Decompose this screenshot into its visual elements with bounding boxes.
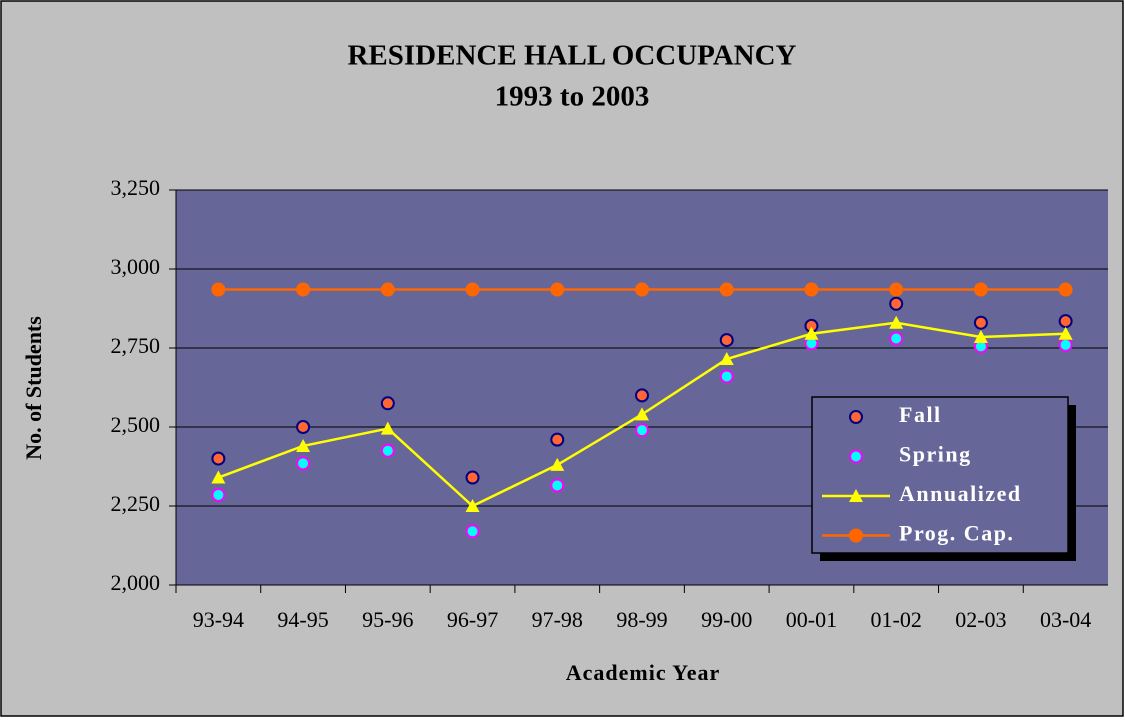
x-tick-label: 00-01 <box>786 607 837 632</box>
x-tick-label: 98-99 <box>616 607 667 632</box>
data-point <box>635 388 649 403</box>
data-point <box>465 499 480 512</box>
y-tick-label: 3,250 <box>111 175 161 200</box>
data-point <box>889 315 904 329</box>
data-point <box>889 331 904 346</box>
data-point <box>889 296 904 311</box>
x-tick-label: 93-94 <box>193 607 244 632</box>
data-point <box>296 420 311 434</box>
legend-label: Fall <box>899 402 942 427</box>
data-point <box>550 478 565 493</box>
data-point <box>719 352 734 366</box>
data-point <box>465 524 480 539</box>
data-point <box>296 438 311 452</box>
y-tick-label: 3,000 <box>111 254 161 279</box>
data-point <box>380 282 395 297</box>
x-tick-label: 02-03 <box>955 607 1006 632</box>
data-point <box>550 282 565 297</box>
data-point <box>550 457 565 471</box>
data-point <box>211 451 226 466</box>
data-point <box>635 423 649 438</box>
chart-title: RESIDENCE HALL OCCUPANCY <box>347 40 796 72</box>
data-point <box>211 470 226 484</box>
data-point <box>380 421 395 435</box>
data-point <box>1058 282 1073 297</box>
data-point <box>973 329 988 343</box>
data-point <box>465 470 480 485</box>
data-point <box>889 282 904 297</box>
data-point <box>1058 314 1073 329</box>
data-point <box>635 282 649 297</box>
data-point <box>804 326 819 340</box>
data-point <box>296 456 311 471</box>
data-point <box>973 282 988 297</box>
data-point <box>719 369 734 384</box>
legend-label: Prog. Cap. <box>899 521 1014 546</box>
data-point <box>550 432 565 447</box>
data-point <box>211 282 226 297</box>
x-tick-label: 99-00 <box>701 607 752 632</box>
x-tick-label: 01-02 <box>871 607 922 632</box>
legend-marker <box>849 489 863 502</box>
legend-label: Annualized <box>899 481 1022 506</box>
legend-marker <box>849 528 863 543</box>
x-tick-label: 03-04 <box>1040 607 1091 632</box>
data-point <box>296 282 311 297</box>
y-tick-label: 2,250 <box>111 491 161 516</box>
data-point <box>719 282 734 297</box>
data-point <box>380 396 395 411</box>
y-tick-label: 2,500 <box>111 412 161 437</box>
legend-marker <box>849 410 863 424</box>
data-point <box>973 315 988 330</box>
data-point <box>719 333 734 348</box>
data-point <box>211 487 226 502</box>
data-point <box>804 282 819 297</box>
y-axis-title: No. of Students <box>21 316 46 460</box>
data-point <box>1058 337 1073 352</box>
data-point <box>465 282 480 297</box>
x-tick-label: 96-97 <box>447 607 498 632</box>
y-tick-label: 2,750 <box>111 333 161 358</box>
x-axis-title: Academic Year <box>566 660 721 685</box>
data-point <box>635 407 649 421</box>
legend-label: Spring <box>899 442 972 467</box>
legend-marker <box>849 449 863 464</box>
x-tick-label: 94-95 <box>277 607 328 632</box>
chart-subtitle: 1993 to 2003 <box>495 81 650 113</box>
y-tick-label: 2,000 <box>111 570 161 595</box>
data-point <box>1058 326 1073 340</box>
data-point <box>380 443 395 458</box>
x-tick-label: 95-96 <box>362 607 413 632</box>
x-tick-label: 97-98 <box>532 607 583 632</box>
